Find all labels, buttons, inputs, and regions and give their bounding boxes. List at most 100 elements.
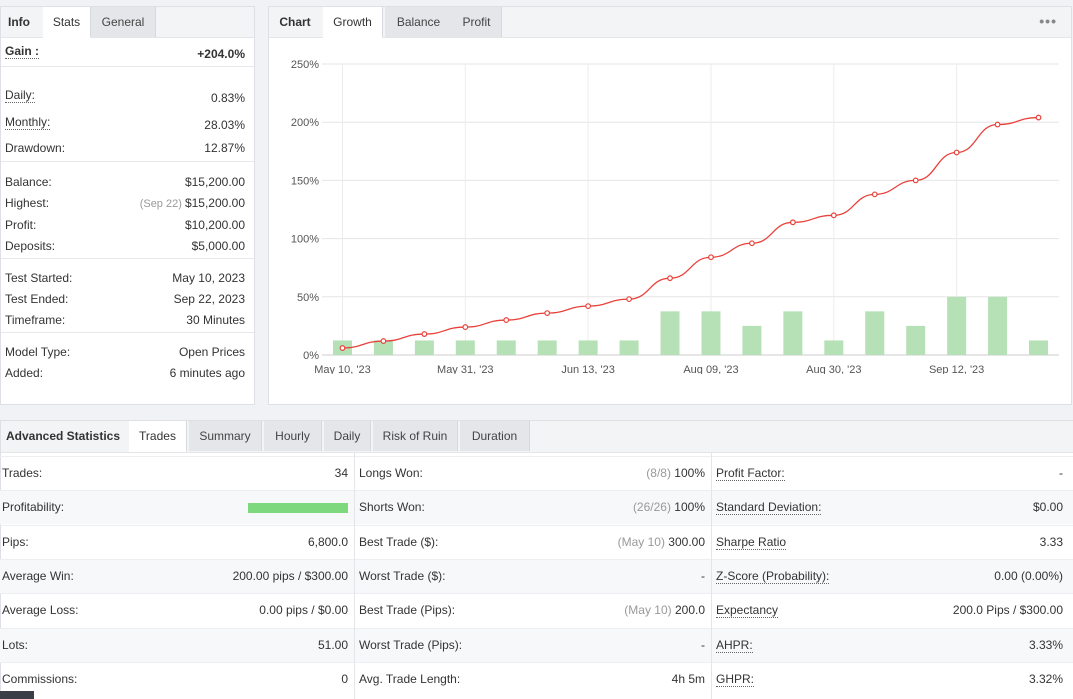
stat-value-text: $10,200.00	[184, 218, 245, 232]
tab-trades[interactable]: Trades	[129, 421, 187, 452]
stat-note: (May 10)	[624, 603, 675, 618]
stat-label-text: Worst Trade ($):	[359, 568, 446, 583]
section-divider	[1, 258, 254, 259]
stat-label-avg-trade-length: Avg. Trade Length:	[359, 663, 460, 696]
growth-point	[503, 317, 510, 323]
stat-label-text: Avg. Trade Length:	[359, 671, 461, 686]
scroll-indicator	[0, 691, 34, 699]
stat-value-text: 3.33	[1039, 534, 1063, 549]
tab-general[interactable]: General	[91, 7, 156, 37]
stat-value-text: 0.83%	[210, 91, 245, 105]
tab-hourly[interactable]: Hourly	[264, 421, 322, 451]
stats-row: Pips: 6,800.0 Best Trade ($): (May 10) 300.…	[0, 524, 1073, 559]
growth-point	[830, 212, 837, 219]
stats-row: Profitability: Shorts Won: (26/26) 100% Sta…	[0, 490, 1073, 525]
stat-row-daily: Daily: 0.83%	[5, 88, 245, 108]
stat-value: 12.87%	[204, 138, 245, 158]
stat-value: -	[701, 560, 705, 593]
stat-label: Drawdown:	[5, 141, 66, 155]
stat-value: -	[1059, 457, 1063, 490]
y-tick-label: 200%	[291, 117, 319, 129]
tab-balance[interactable]: Balance	[385, 7, 453, 37]
stat-label: Test Started:	[5, 271, 73, 285]
x-tick-label: Jun 13, '23	[561, 364, 614, 374]
stat-value: 200.00 pips / $300.00	[233, 560, 348, 593]
stat-label-profit-factor[interactable]: Profit Factor:	[716, 457, 785, 490]
tab-risk-of-ruin[interactable]: Risk of Ruin	[373, 421, 458, 451]
tab-daily[interactable]: Daily	[324, 421, 371, 451]
stat-value: 3.33	[1040, 526, 1063, 559]
stat-value: 0.83%	[211, 88, 245, 108]
stat-row-highest: Highest: (Sep 22) $15,200.00	[5, 193, 245, 213]
y-tick-label: 150%	[291, 175, 319, 187]
stat-label-z-score-probability[interactable]: Z-Score (Probability):	[716, 560, 830, 593]
stat-value-text: 51.00	[317, 637, 348, 652]
stat-value: 6,800.0	[308, 526, 348, 559]
stat-row-added: Added: 6 minutes ago	[5, 363, 245, 383]
stat-value-text: Sep 22, 2023	[173, 292, 245, 306]
stat-value: Open Prices	[179, 342, 245, 362]
profitability-bar	[248, 503, 348, 514]
stat-value-text: 3.32%	[1028, 671, 1063, 686]
stat-value-text: 100%	[674, 500, 705, 515]
stat-value-text: $0.00	[1032, 500, 1063, 515]
stat-label: Balance:	[5, 175, 52, 189]
tab-stats[interactable]: Stats	[43, 7, 91, 38]
stat-row-drawdown: Drawdown: 12.87%	[5, 138, 245, 158]
stat-label-sharpe-ratio[interactable]: Sharpe Ratio	[716, 526, 787, 559]
stat-label-standard-deviation[interactable]: Standard Deviation:	[716, 491, 822, 524]
profit-bar	[619, 340, 639, 355]
stat-label-expectancy[interactable]: Expectancy	[716, 594, 779, 627]
profit-bar	[906, 325, 926, 355]
stat-label: Added:	[5, 366, 44, 380]
stat-value-text: 200.0 Pips / $300.00	[952, 603, 1063, 618]
profit-bar	[578, 340, 598, 355]
profit-bar	[496, 340, 516, 355]
growth-point	[380, 338, 387, 344]
stat-label: Test Ended:	[5, 292, 69, 306]
stat-label-text: Sharpe Ratio	[716, 534, 787, 550]
profit-bar	[701, 311, 721, 355]
stat-value: 3.32%	[1029, 663, 1063, 696]
stat-value-text: 0.00 pips / $0.00	[259, 603, 348, 618]
x-tick-label: Sep 12, '23	[929, 364, 984, 374]
stat-value-text: +204.0%	[197, 47, 245, 61]
stat-value: Sep 22, 2023	[174, 289, 245, 309]
stat-value-text: 4h 5m	[671, 671, 705, 686]
stat-label[interactable]: Gain :	[5, 44, 40, 59]
stat-label-text: Best Trade (Pips):	[359, 603, 456, 618]
chart-panel: Chart Growth Balance Profit ••• 0% 50% 100% 15…	[268, 6, 1072, 405]
tab-profit[interactable]: Profit	[452, 7, 502, 37]
tab-summary[interactable]: Summary	[189, 421, 262, 451]
stat-label-lots: Lots:	[2, 629, 28, 662]
y-tick-label: 0%	[303, 350, 319, 362]
growth-point	[994, 121, 1001, 128]
more-options-icon[interactable]: •••	[1039, 13, 1057, 29]
stat-label-ahpr[interactable]: AHPR:	[716, 629, 753, 662]
growth-chart: 0% 50% 100% 150% 200% 250% May 10, '23 May 31, …	[291, 59, 1059, 374]
growth-point	[871, 191, 878, 198]
tab-growth[interactable]: Growth	[323, 7, 383, 38]
profit-bar	[824, 340, 844, 355]
profit-bar	[414, 340, 434, 355]
growth-point	[339, 345, 346, 351]
stat-label-text: Longs Won:	[359, 466, 423, 480]
stat-value: (May 10) 200.0	[624, 594, 705, 627]
tab-duration[interactable]: Duration	[460, 421, 530, 451]
stat-value: 3.33%	[1029, 629, 1063, 662]
stat-label: Deposits:	[5, 239, 56, 253]
stat-label: Timeframe:	[5, 313, 66, 327]
stat-label-longs-won: Longs Won:	[359, 457, 423, 490]
stats-row: Average Loss: 0.00 pips / $0.00 Best Trade…	[0, 593, 1073, 627]
stat-label[interactable]: Monthly:	[5, 115, 51, 130]
profit-bar	[865, 311, 885, 355]
profit-bar	[1029, 340, 1049, 355]
growth-point	[462, 324, 469, 330]
growth-point	[585, 303, 592, 310]
stat-row-monthly: Monthly: 28.03%	[5, 115, 245, 135]
stat-label-ghpr[interactable]: GHPR:	[716, 663, 755, 696]
stat-label[interactable]: Daily:	[5, 88, 36, 103]
stats-row: Trades: 34 Longs Won: (8/8) 100% Profit Fact…	[0, 456, 1073, 490]
stat-value: (Sep 22) $15,200.00	[140, 193, 245, 214]
stat-label-text: Standard Deviation:	[716, 500, 822, 516]
